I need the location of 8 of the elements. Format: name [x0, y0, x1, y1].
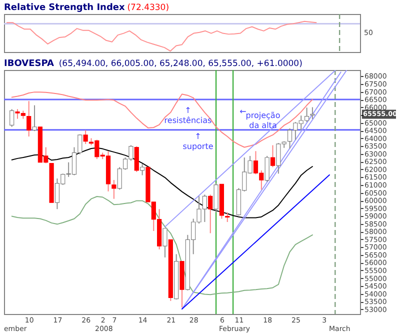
chart-title: IBOVESPA — [4, 59, 54, 69]
annotation: ↑ suporte — [182, 132, 214, 151]
annotation: ↑ resistências — [164, 106, 212, 125]
annotation: projeção da alta — [246, 111, 280, 130]
annotation: ← — [240, 107, 247, 116]
text: (72.4330) — [127, 3, 170, 13]
chart-title: Relative Strength Index — [4, 3, 126, 13]
text: (65,494.00, 66,005.00, 65,248.00, 65,555.00, +61.0000) — [58, 59, 302, 69]
